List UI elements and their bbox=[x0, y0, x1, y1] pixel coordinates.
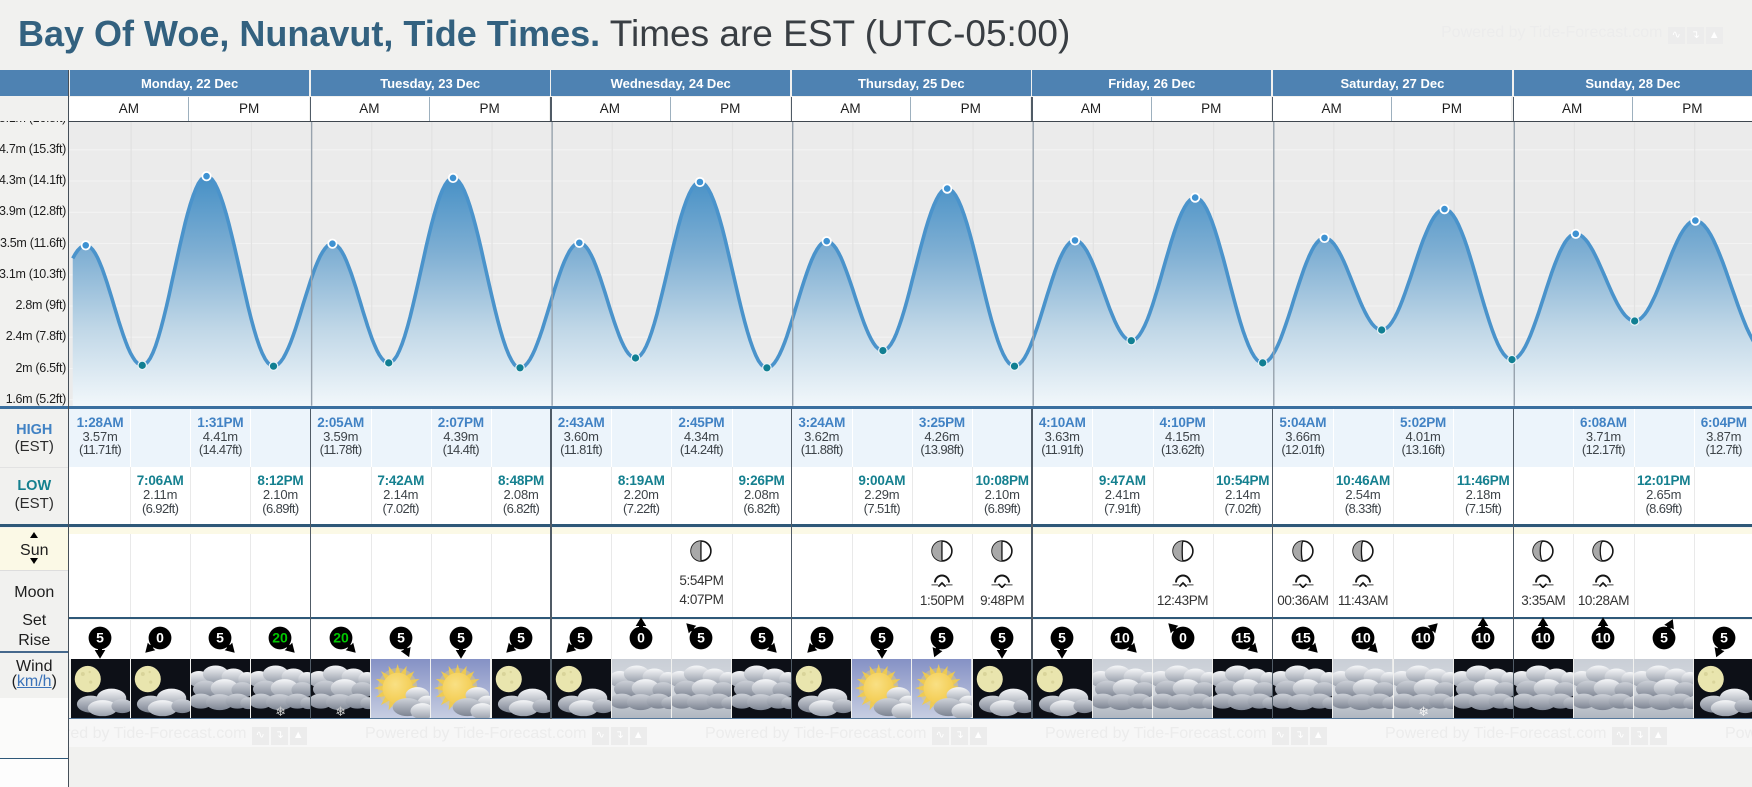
svg-text:10: 10 bbox=[1596, 629, 1612, 645]
svg-text:5: 5 bbox=[818, 629, 826, 645]
svg-text:5: 5 bbox=[517, 629, 525, 645]
svg-text:15: 15 bbox=[1295, 629, 1311, 645]
svg-text:0: 0 bbox=[1179, 629, 1187, 645]
svg-text:15: 15 bbox=[1235, 629, 1251, 645]
svg-text:20: 20 bbox=[273, 629, 289, 645]
svg-text:5: 5 bbox=[1660, 629, 1668, 645]
svg-text:20: 20 bbox=[333, 629, 349, 645]
svg-text:❄: ❄ bbox=[1418, 704, 1429, 719]
svg-text:10: 10 bbox=[1475, 629, 1491, 645]
svg-text:10: 10 bbox=[1115, 629, 1131, 645]
svg-text:5: 5 bbox=[457, 629, 465, 645]
svg-text:5: 5 bbox=[96, 629, 104, 645]
svg-text:5: 5 bbox=[697, 629, 705, 645]
svg-text:0: 0 bbox=[637, 629, 645, 645]
svg-text:5: 5 bbox=[1720, 629, 1728, 645]
svg-text:5: 5 bbox=[1058, 629, 1066, 645]
svg-text:5: 5 bbox=[758, 629, 766, 645]
svg-text:5: 5 bbox=[577, 629, 585, 645]
svg-text:5: 5 bbox=[998, 629, 1006, 645]
svg-text:5: 5 bbox=[938, 629, 946, 645]
svg-text:10: 10 bbox=[1415, 629, 1431, 645]
svg-text:10: 10 bbox=[1536, 629, 1552, 645]
svg-text:5: 5 bbox=[216, 629, 224, 645]
svg-text:❄: ❄ bbox=[275, 704, 286, 719]
svg-text:5: 5 bbox=[397, 629, 405, 645]
svg-text:0: 0 bbox=[156, 629, 164, 645]
svg-text:10: 10 bbox=[1355, 629, 1371, 645]
svg-text:❄: ❄ bbox=[335, 704, 346, 719]
svg-text:5: 5 bbox=[878, 629, 886, 645]
